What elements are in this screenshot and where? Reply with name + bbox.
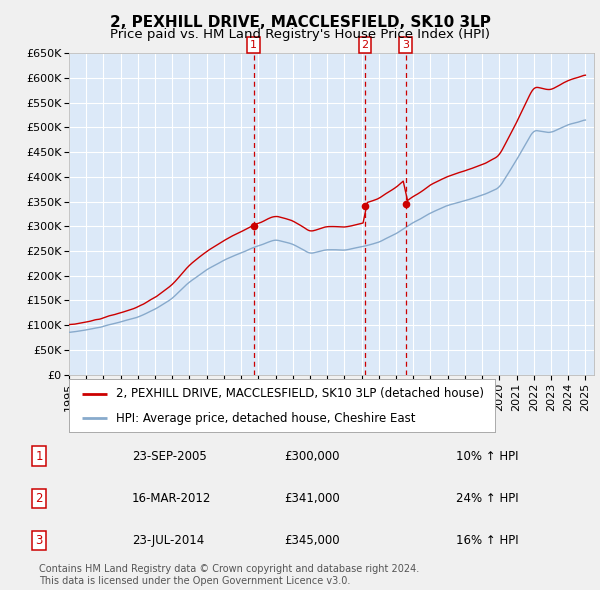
Text: 23-SEP-2005: 23-SEP-2005 — [132, 450, 207, 463]
Text: 2, PEXHILL DRIVE, MACCLESFIELD, SK10 3LP: 2, PEXHILL DRIVE, MACCLESFIELD, SK10 3LP — [110, 15, 490, 30]
Text: 24% ↑ HPI: 24% ↑ HPI — [456, 492, 518, 505]
Text: 10% ↑ HPI: 10% ↑ HPI — [456, 450, 518, 463]
Text: This data is licensed under the Open Government Licence v3.0.: This data is licensed under the Open Gov… — [39, 576, 350, 586]
Text: 2, PEXHILL DRIVE, MACCLESFIELD, SK10 3LP (detached house): 2, PEXHILL DRIVE, MACCLESFIELD, SK10 3LP… — [116, 387, 484, 400]
Text: 16% ↑ HPI: 16% ↑ HPI — [456, 534, 518, 547]
Text: £345,000: £345,000 — [284, 534, 340, 547]
Text: 3: 3 — [402, 40, 409, 50]
Text: 1: 1 — [250, 40, 257, 50]
Text: 23-JUL-2014: 23-JUL-2014 — [132, 534, 204, 547]
Text: £300,000: £300,000 — [284, 450, 340, 463]
Text: 2: 2 — [35, 492, 43, 505]
Text: Contains HM Land Registry data © Crown copyright and database right 2024.: Contains HM Land Registry data © Crown c… — [39, 564, 419, 574]
Text: 2: 2 — [362, 40, 368, 50]
Text: 3: 3 — [35, 534, 43, 547]
Text: HPI: Average price, detached house, Cheshire East: HPI: Average price, detached house, Ches… — [116, 412, 415, 425]
Text: £341,000: £341,000 — [284, 492, 340, 505]
Text: 1: 1 — [35, 450, 43, 463]
Text: Price paid vs. HM Land Registry's House Price Index (HPI): Price paid vs. HM Land Registry's House … — [110, 28, 490, 41]
Text: 16-MAR-2012: 16-MAR-2012 — [132, 492, 211, 505]
